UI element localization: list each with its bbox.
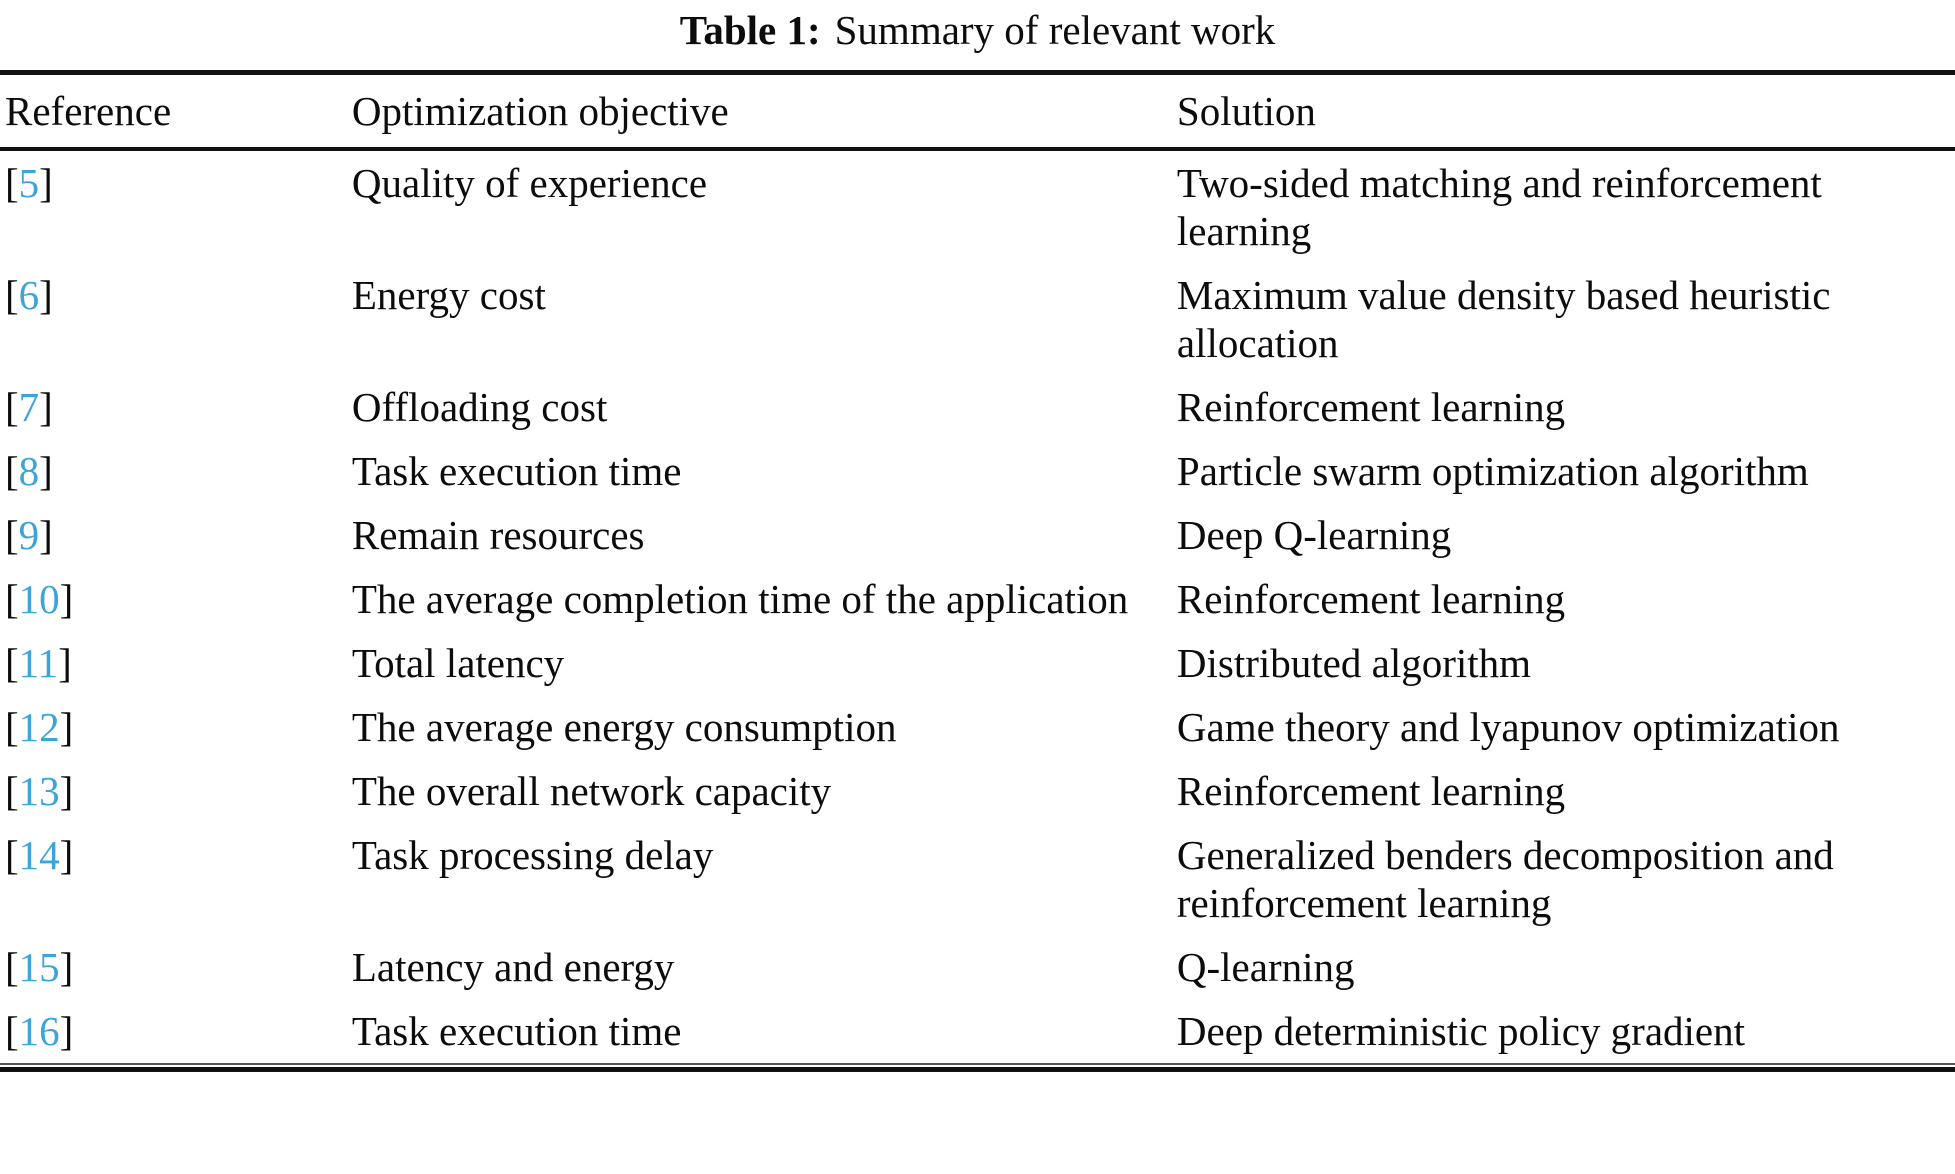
objective-cell: The overall network capacity — [351, 768, 832, 814]
reference-cell: [7] — [0, 375, 352, 439]
citation-link[interactable]: 7 — [18, 384, 40, 430]
ref-close-bracket: ] — [39, 384, 53, 430]
citation-link[interactable]: 10 — [18, 576, 60, 622]
solution-cell: Particle swarm optimization algorithm — [1176, 448, 1809, 494]
reference-cell: [16] — [0, 999, 352, 1063]
ref-close-bracket: ] — [59, 832, 74, 878]
ref-open-bracket: [ — [5, 448, 19, 494]
solution-cell: Generalized benders decomposition and re… — [1176, 832, 1834, 926]
solution-cell: Distributed algorithm — [1176, 640, 1532, 686]
citation-link[interactable]: 13 — [18, 768, 60, 814]
ref-close-bracket: ] — [59, 704, 74, 750]
ref-open-bracket: [ — [5, 160, 19, 206]
objective-cell: Energy cost — [351, 272, 546, 318]
solution-cell: Deep deterministic policy gradient — [1176, 1008, 1746, 1054]
table-row: [13] The overall network capacity Reinfo… — [0, 759, 1955, 823]
ref-open-bracket: [ — [5, 272, 19, 318]
ref-open-bracket: [ — [5, 384, 19, 430]
table-row: [11] Total latency Distributed algorithm — [0, 631, 1955, 695]
citation-link[interactable]: 12 — [18, 704, 60, 750]
ref-open-bracket: [ — [5, 704, 19, 750]
ref-open-bracket: [ — [5, 832, 19, 878]
table-header: Reference Optimization objective Solutio… — [0, 72, 1955, 151]
objective-cell: Total latency — [351, 640, 565, 686]
table-row: [10] The average completion time of the … — [0, 567, 1955, 631]
objective-cell: The average energy consumption — [351, 704, 897, 750]
table-row: [8] Task execution time Particle swarm o… — [0, 439, 1955, 503]
citation-link[interactable]: 8 — [18, 448, 40, 494]
table-row: [14] Task processing delay Generalized b… — [0, 823, 1955, 935]
table-row: [9] Remain resources Deep Q-learning — [0, 503, 1955, 567]
objective-cell: Latency and energy — [351, 944, 675, 990]
solution-cell: Reinforcement learning — [1176, 576, 1566, 622]
citation-link[interactable]: 14 — [18, 832, 60, 878]
objective-cell: Offloading cost — [351, 384, 608, 430]
solution-cell: Reinforcement learning — [1176, 384, 1566, 430]
solution-cell: Two-sided matching and reinforcement lea… — [1176, 160, 1822, 254]
reference-cell: [6] — [0, 263, 352, 375]
solution-cell: Maximum value density based heuristic al… — [1176, 272, 1831, 366]
ref-open-bracket: [ — [5, 576, 19, 622]
objective-cell: The average completion time of the appli… — [351, 576, 1129, 622]
table-row: [6] Energy cost Maximum value density ba… — [0, 263, 1955, 375]
ref-open-bracket: [ — [5, 944, 19, 990]
header-row: Reference Optimization objective Solutio… — [0, 72, 1955, 151]
citation-link[interactable]: 6 — [18, 272, 40, 318]
table-caption: Table 1: Summary of relevant work — [0, 6, 1955, 54]
solution-cell: Game theory and lyapunov optimization — [1176, 704, 1840, 750]
header-objective: Optimization objective — [351, 72, 1177, 151]
table-row: [12] The average energy consumption Game… — [0, 695, 1955, 759]
reference-cell: [11] — [0, 631, 352, 695]
ref-open-bracket: [ — [5, 512, 19, 558]
objective-cell: Task execution time — [351, 448, 682, 494]
header-reference: Reference — [0, 72, 352, 151]
objective-cell: Remain resources — [351, 512, 645, 558]
table-bottom-rule — [0, 1063, 1955, 1072]
table-caption-title: Summary of relevant work — [834, 7, 1276, 53]
ref-open-bracket: [ — [5, 640, 19, 686]
reference-cell: [15] — [0, 935, 352, 999]
table-body: [5] Quality of experience Two-sided matc… — [0, 149, 1955, 1063]
header-solution: Solution — [1176, 72, 1955, 151]
ref-close-bracket: ] — [39, 272, 53, 318]
reference-cell: [13] — [0, 759, 352, 823]
ref-open-bracket: [ — [5, 768, 19, 814]
solution-cell: Reinforcement learning — [1176, 768, 1566, 814]
table-row: [5] Quality of experience Two-sided matc… — [0, 149, 1955, 263]
reference-cell: [12] — [0, 695, 352, 759]
ref-close-bracket: ] — [59, 576, 74, 622]
ref-close-bracket: ] — [59, 1008, 74, 1054]
solution-cell: Q-learning — [1176, 944, 1355, 990]
bottom-rule-gap — [0, 1065, 1955, 1067]
ref-close-bracket: ] — [58, 640, 72, 686]
citation-link[interactable]: 5 — [18, 160, 40, 206]
summary-table: Reference Optimization objective Solutio… — [0, 70, 1955, 1063]
ref-close-bracket: ] — [59, 944, 74, 990]
objective-cell: Task execution time — [351, 1008, 682, 1054]
bottom-rule-thick-line — [0, 1067, 1955, 1072]
reference-cell: [14] — [0, 823, 352, 935]
citation-link[interactable]: 9 — [18, 512, 40, 558]
citation-link[interactable]: 15 — [18, 944, 60, 990]
bottom-rule-thin-line — [0, 1063, 1955, 1065]
ref-close-bracket: ] — [39, 512, 53, 558]
table-row: [16] Task execution time Deep determinis… — [0, 999, 1955, 1063]
ref-open-bracket: [ — [5, 1008, 19, 1054]
table-row: [15] Latency and energy Q-learning — [0, 935, 1955, 999]
reference-cell: [10] — [0, 567, 352, 631]
paper-page: Table 1: Summary of relevant work Referen… — [0, 6, 1955, 1174]
table-row: [7] Offloading cost Reinforcement learni… — [0, 375, 1955, 439]
citation-link[interactable]: 16 — [18, 1008, 60, 1054]
reference-cell: [9] — [0, 503, 352, 567]
solution-cell: Deep Q-learning — [1176, 512, 1452, 558]
reference-cell: [5] — [0, 149, 352, 263]
table-caption-label: Table 1: — [679, 7, 821, 53]
reference-cell: [8] — [0, 439, 352, 503]
objective-cell: Quality of experience — [351, 160, 708, 206]
ref-close-bracket: ] — [59, 768, 74, 814]
ref-close-bracket: ] — [39, 448, 53, 494]
objective-cell: Task processing delay — [351, 832, 714, 878]
citation-link[interactable]: 11 — [18, 640, 59, 686]
ref-close-bracket: ] — [39, 160, 53, 206]
